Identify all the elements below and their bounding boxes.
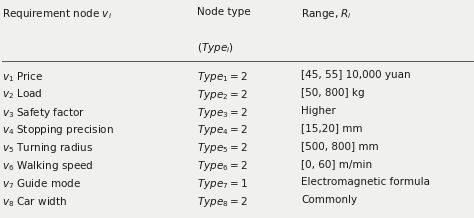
Text: Requirement node $v_i$: Requirement node $v_i$ (2, 7, 112, 20)
Text: ($\mathit{Type}_i$): ($\mathit{Type}_i$) (197, 41, 234, 55)
Text: $v_4$ Stopping precision: $v_4$ Stopping precision (2, 123, 114, 137)
Text: $v_3$ Safety factor: $v_3$ Safety factor (2, 106, 86, 119)
Text: [0, 60] m/min: [0, 60] m/min (301, 159, 372, 169)
Text: $v_5$ Turning radius: $v_5$ Turning radius (2, 141, 93, 155)
Text: [45, 55] 10,000 yuan: [45, 55] 10,000 yuan (301, 70, 410, 80)
Text: $v_2$ Load: $v_2$ Load (2, 88, 43, 101)
Text: [500, 800] mm: [500, 800] mm (301, 141, 379, 151)
Text: $v_6$ Walking speed: $v_6$ Walking speed (2, 159, 94, 173)
Text: $v_1$ Price: $v_1$ Price (2, 70, 44, 83)
Text: Node type: Node type (197, 7, 250, 17)
Text: $\mathit{Type}_7 = 1$: $\mathit{Type}_7 = 1$ (197, 177, 247, 191)
Text: $\mathit{Type}_1 = 2$: $\mathit{Type}_1 = 2$ (197, 70, 247, 84)
Text: $\mathit{Type}_4 = 2$: $\mathit{Type}_4 = 2$ (197, 123, 247, 137)
Text: $\mathit{Type}_2 = 2$: $\mathit{Type}_2 = 2$ (197, 88, 247, 102)
Text: Higher: Higher (301, 106, 336, 116)
Text: $\mathit{Type}_6 = 2$: $\mathit{Type}_6 = 2$ (197, 159, 247, 173)
Text: $\mathit{Type}_5 = 2$: $\mathit{Type}_5 = 2$ (197, 141, 247, 155)
Text: Commonly: Commonly (301, 195, 357, 205)
Text: Range, $R_i$: Range, $R_i$ (301, 7, 352, 20)
Text: [50, 800] kg: [50, 800] kg (301, 88, 365, 98)
Text: [15,20] mm: [15,20] mm (301, 123, 363, 133)
Text: $\mathit{Type}_3 = 2$: $\mathit{Type}_3 = 2$ (197, 106, 247, 119)
Text: $\mathit{Type}_8 = 2$: $\mathit{Type}_8 = 2$ (197, 195, 247, 209)
Text: $v_7$ Guide mode: $v_7$ Guide mode (2, 177, 82, 191)
Text: $v_8$ Car width: $v_8$ Car width (2, 195, 68, 209)
Text: Electromagnetic formula: Electromagnetic formula (301, 177, 430, 187)
